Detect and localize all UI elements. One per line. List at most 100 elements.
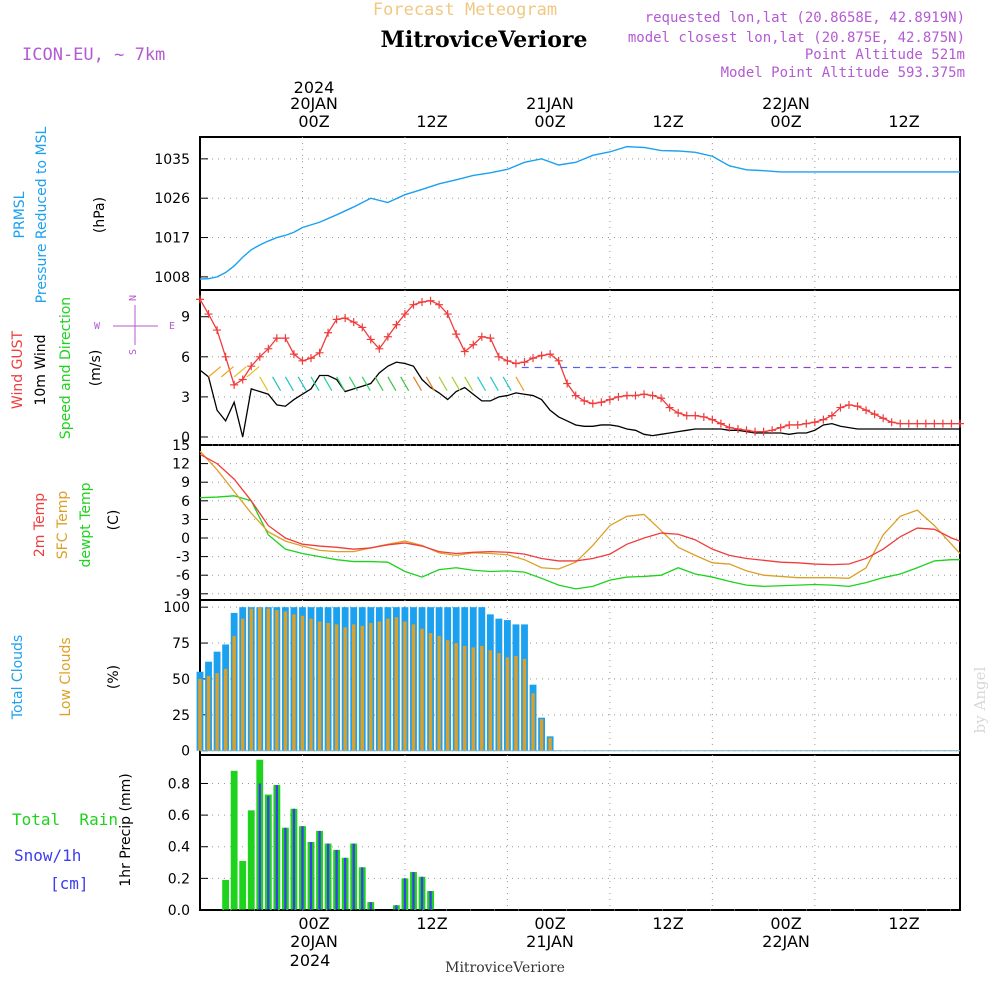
pressure-ytick-label: 1008 <box>154 270 190 286</box>
gust-point <box>418 298 427 307</box>
low-cloud-bar <box>198 678 202 751</box>
gust-point <box>409 300 418 309</box>
temp-label-1: 2m Temp <box>32 493 48 557</box>
gust-point <box>921 419 930 428</box>
cloud-unit: (%) <box>106 665 122 689</box>
cloud-ytick-label: 25 <box>172 708 190 724</box>
precip-panel: 0.0 0.2 0.4 0.6 0.8 <box>168 754 961 919</box>
gust-point <box>904 419 913 428</box>
gust-point <box>588 399 597 408</box>
cloud-ytick-label: 50 <box>172 672 190 688</box>
low-cloud-bar <box>232 635 236 751</box>
wind-label-3: Speed and Direction <box>58 297 74 439</box>
gust-point <box>247 362 256 371</box>
gust-point <box>657 394 666 403</box>
wind-arrow <box>425 376 435 392</box>
wind-arrow <box>259 376 269 392</box>
forecast-title: Forecast Meteogram <box>373 0 557 20</box>
snow-bar <box>258 783 261 910</box>
gust-point <box>486 334 495 343</box>
pressure-unit: (hPa) <box>92 197 108 233</box>
wind-arrow <box>502 376 512 392</box>
gust-point <box>375 344 384 353</box>
gust-point <box>648 391 657 400</box>
wind-arrow <box>220 366 234 378</box>
pressure-ytick-label: 1017 <box>154 231 190 247</box>
cloud-label-2: Low Clouds <box>58 637 74 716</box>
wind-label-1: Wind GUST <box>10 330 26 409</box>
temp-ytick-label: -6 <box>176 568 190 584</box>
gust-point <box>563 379 572 388</box>
low-cloud-bar <box>445 640 450 751</box>
gust-point <box>708 415 717 424</box>
dewpt-series <box>199 495 960 590</box>
gust-point <box>785 420 794 429</box>
gust-point <box>537 351 546 360</box>
top-tick-1: 00Z <box>298 112 329 131</box>
bottom-tick-5: 00Z <box>770 914 801 933</box>
temp-ytick-label: 0 <box>181 531 190 547</box>
wind-arrow <box>246 366 260 378</box>
gust-point <box>435 300 444 309</box>
temp-label-2: SFC Temp <box>55 491 71 560</box>
low-cloud-bar <box>240 618 245 751</box>
low-cloud-bar <box>215 673 219 751</box>
cloud-ytick-label: 100 <box>163 600 190 616</box>
temp-panel: -9 -6 -3 0 3 6 9 12 15 <box>172 438 961 603</box>
low-cloud-bar <box>369 622 373 751</box>
gust-point <box>503 356 512 365</box>
bottom-tick-2: 12Z <box>416 914 447 933</box>
snow-bar <box>369 902 372 910</box>
bottom-year: 2024 <box>290 951 331 970</box>
gust-point <box>896 419 905 428</box>
snow-bar <box>284 827 287 910</box>
wind-ytick-label: 6 <box>181 350 190 366</box>
gust-point <box>887 418 896 427</box>
snow-bar <box>352 843 355 910</box>
pressure-series <box>199 145 960 280</box>
gust-point <box>349 318 358 327</box>
temp-ytick-label: 6 <box>181 494 190 510</box>
snow-bar <box>292 808 296 910</box>
gust-point <box>426 296 435 305</box>
rain-bar <box>230 770 238 910</box>
compass-west: W <box>94 321 101 332</box>
precip-ytick-label: 0.4 <box>168 840 190 856</box>
cloud-ytick-label: 0 <box>181 744 190 760</box>
rain-bar <box>239 860 247 910</box>
low-cloud-bar <box>309 618 313 751</box>
low-cloud-bar <box>394 617 399 751</box>
wind-arrow <box>348 376 358 392</box>
temp-frame <box>199 444 961 601</box>
gust-point <box>691 411 700 420</box>
wind-arrow <box>323 376 333 392</box>
gust-point <box>793 420 802 429</box>
low-cloud-bar <box>249 608 253 751</box>
low-cloud-bar <box>411 624 416 751</box>
gust-point <box>947 419 956 428</box>
top-tick-5: 00Z <box>770 112 801 131</box>
low-cloud-bar <box>428 633 433 751</box>
gust-point <box>956 419 964 428</box>
low-cloud-bar <box>480 645 484 751</box>
gust-point <box>221 352 230 361</box>
bottom-date-1: 20JAN <box>290 932 338 951</box>
wind-arrow <box>387 376 397 392</box>
cloud-panel: 0 25 50 75 100 <box>163 599 961 760</box>
gust-point <box>819 415 828 424</box>
gust-point <box>332 315 341 324</box>
top-date-3: 22JAN <box>762 94 810 113</box>
gust-point <box>196 295 204 304</box>
snow-bar <box>403 878 407 910</box>
rain-bar <box>222 879 230 910</box>
gust-point <box>580 396 589 405</box>
precip-ytick-label: 0.2 <box>168 871 190 887</box>
wind-compass-icon: N S W E <box>94 295 175 355</box>
watermark: by Angel <box>971 666 989 733</box>
low-cloud-bar <box>454 643 458 751</box>
wind-arrow <box>336 376 346 392</box>
gust-point <box>400 310 409 319</box>
bottom-date-2: 21JAN <box>526 932 574 951</box>
gust-point <box>554 356 563 365</box>
gust-point <box>230 380 239 389</box>
